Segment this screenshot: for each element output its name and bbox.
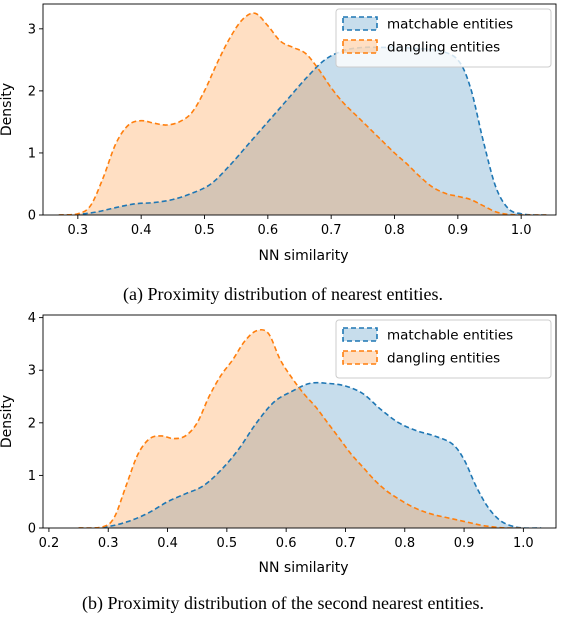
y-tick-label: 0 (28, 522, 36, 537)
axes-frame (42, 314, 557, 529)
caption-b: (b) Proximity distribution of the second… (82, 593, 484, 613)
chart-panel-b: 0.2 0.3 0.4 0.5 0.6 0.7 0.8 0.9 1.0 0 1 2 3 4 NN simil… (0, 311, 557, 576)
density-line-dangling (78, 328, 524, 528)
density-fill-matchable (58, 47, 547, 215)
y-tick-label: 0 (28, 209, 36, 224)
x-tick-label: 0.8 (394, 536, 415, 551)
y-tick-label: 2 (28, 416, 36, 431)
axes-frame (42, 3, 557, 216)
legend-swatch-matchable (342, 327, 378, 342)
y-tick-label: 3 (28, 364, 36, 379)
x-tick-label: 0.5 (194, 223, 215, 238)
density-fill-dangling (58, 13, 547, 215)
chart-panel-a: 0.3 0.4 0.5 0.6 0.7 0.8 0.9 1.0 0 1 2 3 NN similarit… (0, 3, 557, 264)
legend-label-dangling: dangling entities (387, 40, 500, 56)
x-tick-label: 0.3 (98, 536, 119, 551)
plot-area (78, 328, 542, 528)
legend: matchable entities dangling entities (335, 8, 552, 68)
x-tick-label: 0.4 (157, 536, 178, 551)
x-tick-label: 0.9 (447, 223, 468, 238)
x-tick-label: 0.6 (276, 536, 297, 551)
x-axis-label: NN similarity (259, 248, 349, 264)
density-line-matchable (78, 381, 542, 528)
legend-swatch-dangling (342, 350, 378, 365)
legend-box (335, 319, 552, 379)
plot-area (58, 12, 547, 215)
legend-label-matchable: matchable entities (387, 328, 513, 344)
legend-label-dangling: dangling entities (387, 351, 500, 367)
y-axis-label: Density (0, 83, 15, 136)
caption-a: (a) Proximity distribution of nearest en… (123, 284, 443, 304)
x-tick-label: 0.6 (257, 223, 278, 238)
legend-swatch-matchable (342, 16, 378, 31)
x-tick-label: 0.7 (335, 536, 356, 551)
y-axis-label: Density (0, 395, 15, 448)
x-tick-label: 1.0 (511, 223, 532, 238)
x-tick-label: 0.4 (131, 223, 152, 238)
density-fill-dangling (78, 329, 524, 528)
y-tick-label: 4 (28, 311, 36, 326)
y-tick-label: 3 (28, 22, 36, 37)
x-axis-label: NN similarity (259, 560, 349, 576)
density-fill-matchable (78, 382, 542, 528)
legend: matchable entities dangling entities (335, 319, 552, 379)
y-tick-label: 2 (28, 84, 36, 99)
x-tick-label: 0.2 (39, 536, 60, 551)
legend-label-matchable: matchable entities (387, 17, 513, 33)
legend-box (335, 8, 552, 68)
x-tick-label: 0.5 (217, 536, 238, 551)
density-line-dangling (58, 12, 547, 215)
y-tick-label: 1 (28, 146, 36, 161)
legend-swatch-dangling (342, 39, 378, 54)
y-tick-label: 1 (28, 469, 36, 484)
density-line-matchable (58, 46, 547, 215)
x-tick-label: 0.7 (321, 223, 342, 238)
x-tick-label: 0.8 (384, 223, 405, 238)
x-tick-label: 1.0 (513, 536, 534, 551)
x-tick-label: 0.9 (454, 536, 475, 551)
x-tick-label: 0.3 (67, 223, 88, 238)
